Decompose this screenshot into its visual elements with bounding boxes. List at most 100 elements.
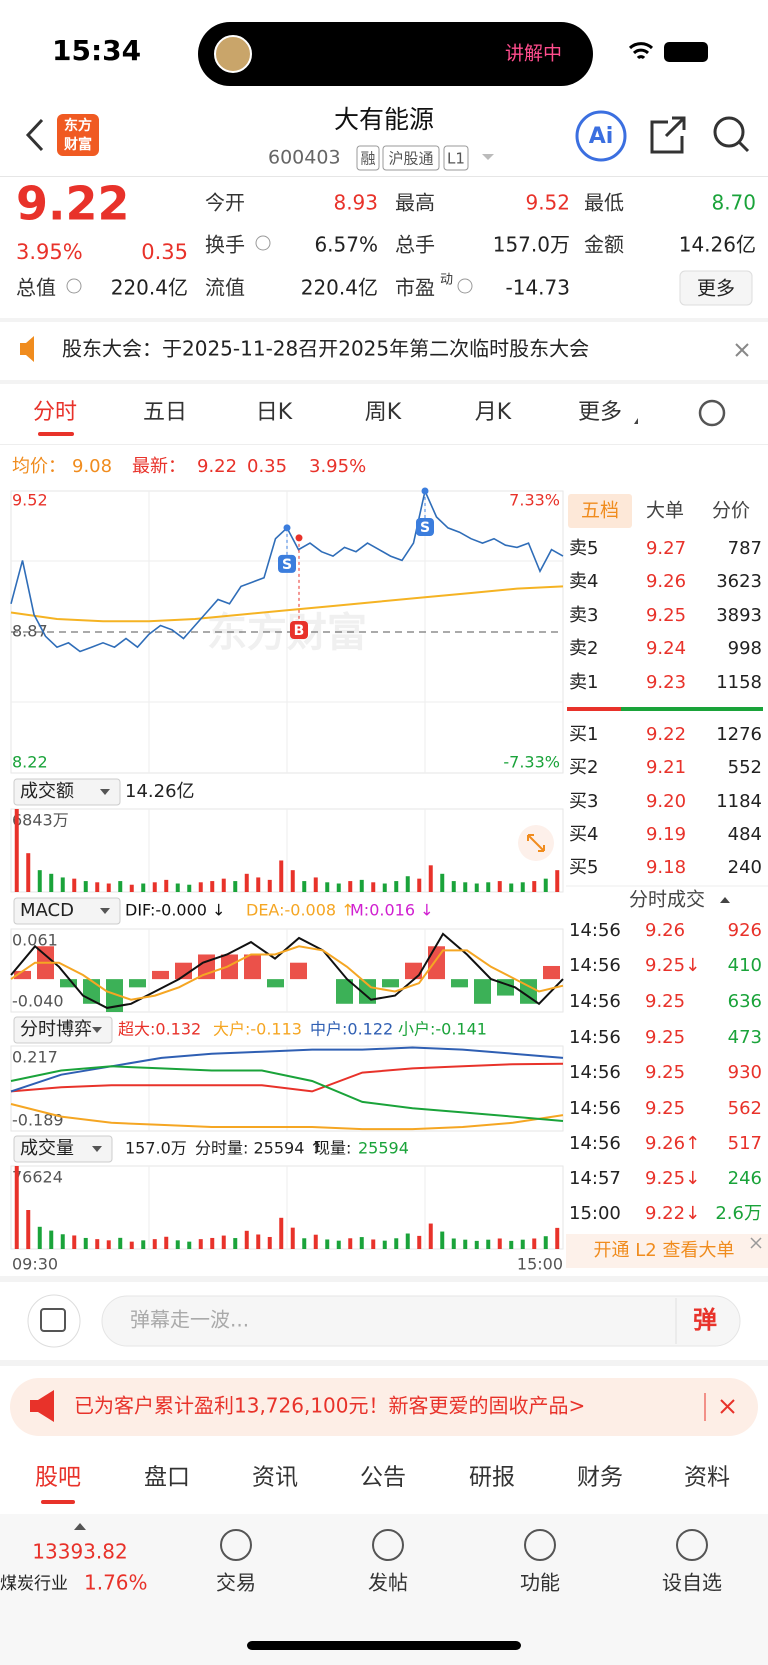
orderbook-volume: 240 [728, 857, 762, 878]
time-label: 15:00 [517, 1255, 563, 1274]
comment-settings[interactable] [27, 1294, 81, 1348]
orderbook-volume: 3623 [716, 571, 762, 592]
more-text[interactable]: 更多 [697, 278, 735, 300]
share-button[interactable] [650, 116, 686, 154]
volume-bar [520, 882, 525, 892]
volume-bar [60, 1234, 65, 1249]
more-arrow [634, 418, 638, 424]
watermark: 东方财富 [207, 610, 367, 656]
danmaku-button[interactable]: 弹 [693, 1306, 717, 1334]
volume-bar [279, 860, 284, 892]
indicator-name[interactable]: 分时博弈 [20, 1019, 92, 1040]
nav-item[interactable]: 发帖 [368, 1571, 408, 1595]
orderbook-label: 卖5 [569, 538, 598, 559]
chart-tab[interactable]: 五日 [143, 400, 187, 425]
nav-item[interactable]: 功能 [520, 1571, 560, 1595]
volume-bar [37, 870, 42, 892]
ad-text[interactable]: 已为客户累计盈利13,726,100元！新客更爱的固收产品> [74, 1394, 585, 1418]
l2-text[interactable]: 开通 L2 查看大单 [594, 1240, 735, 1261]
indicator-selector[interactable] [13, 1016, 113, 1044]
close-l2[interactable] [750, 1237, 762, 1249]
trade-marker [416, 518, 434, 536]
nav-icon [676, 1529, 708, 1561]
volume-bar [221, 878, 226, 892]
macd-histogram [152, 970, 169, 980]
trade-time: 14:56 [569, 991, 621, 1012]
info-icon [255, 235, 271, 251]
orderbook-tab[interactable]: 大单 [646, 500, 684, 522]
chart-tab[interactable]: 周K [365, 400, 402, 425]
field-label: 今开 [205, 191, 245, 215]
orderbook-label: 卖3 [569, 605, 598, 626]
content-tab[interactable]: 资料 [684, 1465, 730, 1491]
orderbook-tab-active [568, 494, 632, 528]
content-tab[interactable]: 公告 [360, 1465, 406, 1491]
ai-text[interactable]: Ai [589, 124, 614, 149]
volume-bar [152, 1239, 157, 1249]
chart-tab[interactable]: 月K [475, 400, 512, 425]
content-tab[interactable]: 股吧 [35, 1465, 81, 1491]
volume-bar [198, 1239, 203, 1249]
live-avatar [214, 35, 252, 73]
indicator-name[interactable]: 成交量 [20, 1138, 74, 1159]
volume-bar [49, 873, 54, 892]
close-notice[interactable] [735, 343, 749, 357]
index-arrow [74, 1523, 86, 1530]
volume-bar [198, 882, 203, 892]
indicator-selector[interactable] [13, 1135, 113, 1163]
volume-bar [83, 1237, 88, 1249]
volume-max: 76624 [12, 1168, 63, 1187]
field-value: 8.93 [333, 191, 378, 215]
trade-volume: 473 [728, 1027, 762, 1048]
orderbook-price: 9.19 [646, 824, 686, 845]
ai-button[interactable] [575, 110, 627, 162]
badge [443, 145, 469, 171]
trade-time: 15:00 [569, 1203, 621, 1224]
orderbook-volume: 1276 [716, 724, 762, 745]
field-value: 220.4亿 [111, 276, 188, 300]
volume-bar [187, 1241, 192, 1249]
back-button[interactable] [25, 118, 44, 152]
index-value[interactable]: 13393.82 [32, 1540, 127, 1564]
ad-banner[interactable] [10, 1378, 758, 1436]
orderbook-tab[interactable]: 分价 [712, 500, 750, 522]
logo-text: 财富 [63, 136, 92, 153]
trade-price: 9.26 [645, 920, 685, 941]
orderbook-tab[interactable]: 五档 [581, 500, 619, 522]
content-tab[interactable]: 财务 [577, 1465, 623, 1491]
settings-button[interactable] [698, 399, 726, 427]
indicator-selector[interactable] [13, 897, 121, 925]
l2-banner[interactable] [566, 1234, 768, 1268]
field-value: -14.73 [506, 276, 570, 300]
indicator-name[interactable]: MACD [20, 900, 74, 921]
stock-name: 大有能源 [334, 105, 434, 134]
chart-tab[interactable]: 分时 [33, 400, 77, 425]
more-button[interactable] [679, 270, 753, 306]
field-label: 最低 [584, 191, 624, 215]
content-tab[interactable]: 资讯 [252, 1465, 298, 1491]
time-label: 09:30 [12, 1255, 58, 1274]
indicator-selector[interactable] [13, 778, 121, 806]
comment-input[interactable] [101, 1295, 741, 1347]
volume-bar [302, 1238, 307, 1249]
content-tab[interactable]: 研报 [469, 1465, 515, 1491]
indicator-name[interactable]: 成交额 [20, 781, 74, 802]
game-legend: 超大:0.132 [118, 1020, 201, 1039]
chart-tab[interactable]: 更多 [578, 400, 622, 425]
volume-bar [118, 881, 123, 892]
nav-icon [220, 1529, 252, 1561]
nav-item[interactable]: 设自选 [662, 1571, 722, 1595]
comment-placeholder: 弹幕走一波... [130, 1308, 249, 1332]
close-ad[interactable] [720, 1399, 735, 1414]
field-label: 流值 [205, 276, 245, 300]
avg-label: 均价： [12, 456, 66, 477]
search-button[interactable] [713, 116, 745, 148]
nav-item[interactable]: 交易 [216, 1571, 256, 1595]
dynamic-island [198, 22, 593, 86]
content-tab[interactable]: 盘口 [144, 1465, 190, 1491]
macd-legend: M:0.016 ↓ [350, 901, 434, 920]
field-value: 14.26亿 [679, 233, 756, 257]
chart-tab[interactable]: 日K [256, 400, 293, 425]
macd-histogram [244, 954, 261, 980]
